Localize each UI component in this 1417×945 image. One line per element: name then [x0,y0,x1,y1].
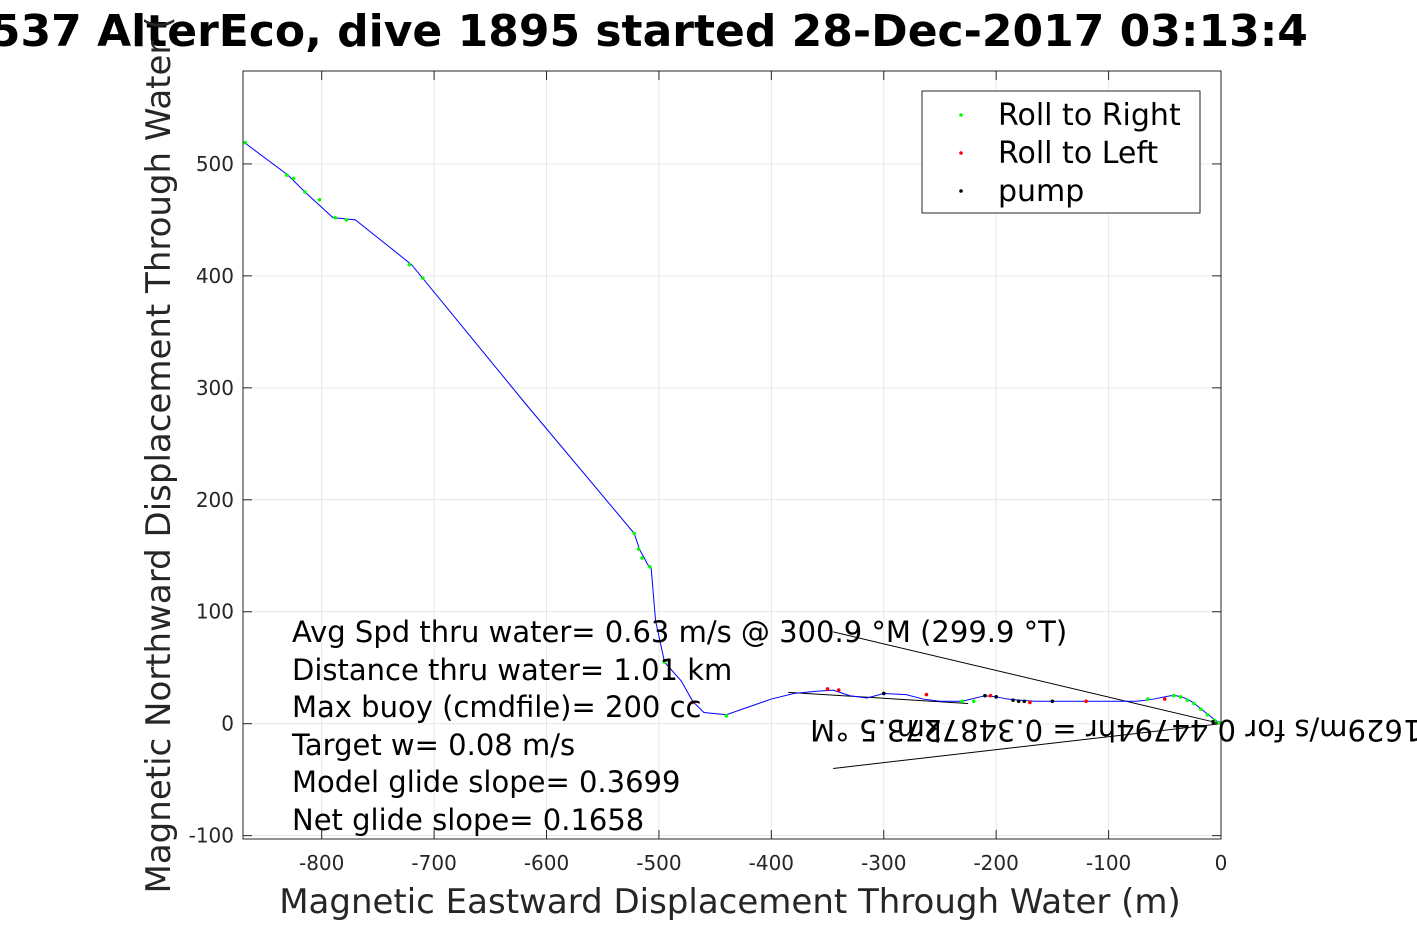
current-vector-line [833,723,1222,769]
current-label-heading: 273.5 °M [810,713,942,747]
roll-right-point [333,215,337,220]
roll-right-point [636,547,641,551]
annotation-distance: Distance thru water= 1.01 km [292,653,732,687]
current-vector-line [833,631,1222,725]
y-tick-label: -100 [189,824,234,848]
roll-left-point [988,693,993,698]
pump-point [1050,699,1055,704]
x-tick-label: -300 [861,851,906,875]
roll-right-point [1171,693,1176,698]
roll-left-point [1084,699,1088,704]
roll-right-point [724,714,729,718]
pump-point [881,691,886,696]
roll-right-point [1198,707,1203,711]
roll-left-point [1162,697,1167,701]
roll-right-point [648,565,652,569]
legend: Roll to Right Roll to Left pump [921,90,1201,214]
pump-point [994,695,998,699]
roll-right-point [317,197,322,202]
roll-right-point [662,660,667,664]
roll-right-point [640,556,644,560]
annotation-max-buoy: Max buoy (cmdfile)= 200 cc [292,690,701,724]
roll-right-point [1212,718,1217,723]
pump-point [1016,699,1021,704]
roll-right-point [1205,712,1210,717]
legend-label-roll-right: Roll to Right [998,98,1181,133]
y-tick-label: 100 [196,600,234,624]
x-tick-label: -800 [299,851,344,875]
y-axis-label: Magnetic Northward Displacement Through … [139,17,179,894]
roll-right-point [303,190,307,194]
x-tick-label: 0 [1215,851,1228,875]
legend-marker-roll-left [959,151,963,155]
current-labels: 0.21629m/s for 0.44794hr = 0.3487km 273.… [810,713,1417,747]
x-tick-label: -700 [411,851,456,875]
roll-right-point [1192,701,1196,706]
roll-right-point [243,140,248,145]
roll-left-point [690,700,695,705]
y-tick-label: 400 [196,264,234,288]
legend-label-pump: pump [998,174,1084,209]
annotation-model-glide: Model glide slope= 0.3699 [292,765,680,799]
legend-marker-pump [959,189,963,193]
roll-left-point [825,687,830,691]
roll-right-point [344,218,349,222]
pump-point [1011,698,1015,702]
x-tick-label: -500 [636,851,681,875]
x-tick-label: -400 [749,851,794,875]
legend-label-roll-left: Roll to Left [998,136,1158,171]
roll-left-point [1028,700,1032,705]
roll-right-point [285,173,289,177]
roll-right-point [960,699,965,704]
roll-right-point [1185,698,1190,702]
track-markers [243,140,1221,725]
roll-right-point [407,262,412,267]
annotation-lines [788,631,1222,769]
x-tick-label: -200 [973,851,1018,875]
pump-point [983,693,987,698]
roll-right-point [971,699,976,704]
x-tick-label: -600 [524,851,569,875]
roll-right-point [1178,695,1183,699]
chart-title: SG537 AlterEco, dive 1895 started 28-Dec… [0,6,1308,57]
annotation-block: Avg Spd thru water= 0.63 m/s @ 300.9 °M … [291,615,1067,837]
roll-right-point [291,176,296,181]
roll-right-point [1216,720,1221,725]
annotation-target-w: Target w= 0.08 m/s [291,728,575,762]
roll-right-point [421,276,425,280]
roll-right-point [1146,697,1150,701]
annotation-avg-speed: Avg Spd thru water= 0.63 m/s @ 300.9 °M … [292,615,1067,649]
roll-right-point [632,531,636,536]
current-vector-line [788,691,969,705]
axis-ticks: -800 -700 -600 -500 -400 -300 -200 -100 0 -100 0 10… [189,71,1228,875]
legend-box [921,90,1201,214]
annotation-net-glide: Net glide slope= 0.1658 [292,803,644,837]
roll-left-point [836,688,841,692]
x-axis-label: Magnetic Eastward Displacement Through W… [279,882,1181,922]
pump-point [1022,699,1027,704]
current-label-speed: 0.21629m/s for 0.44794hr = 0.3487km [897,713,1417,747]
y-tick-label: 200 [196,488,234,512]
y-tick-label: 0 [221,712,234,736]
y-tick-label: 500 [196,152,234,176]
roll-left-point [924,692,929,697]
y-tick-label: 300 [196,376,234,400]
x-tick-label: -100 [1086,851,1131,875]
legend-marker-roll-right [959,113,963,117]
plot-frame [242,70,1222,840]
